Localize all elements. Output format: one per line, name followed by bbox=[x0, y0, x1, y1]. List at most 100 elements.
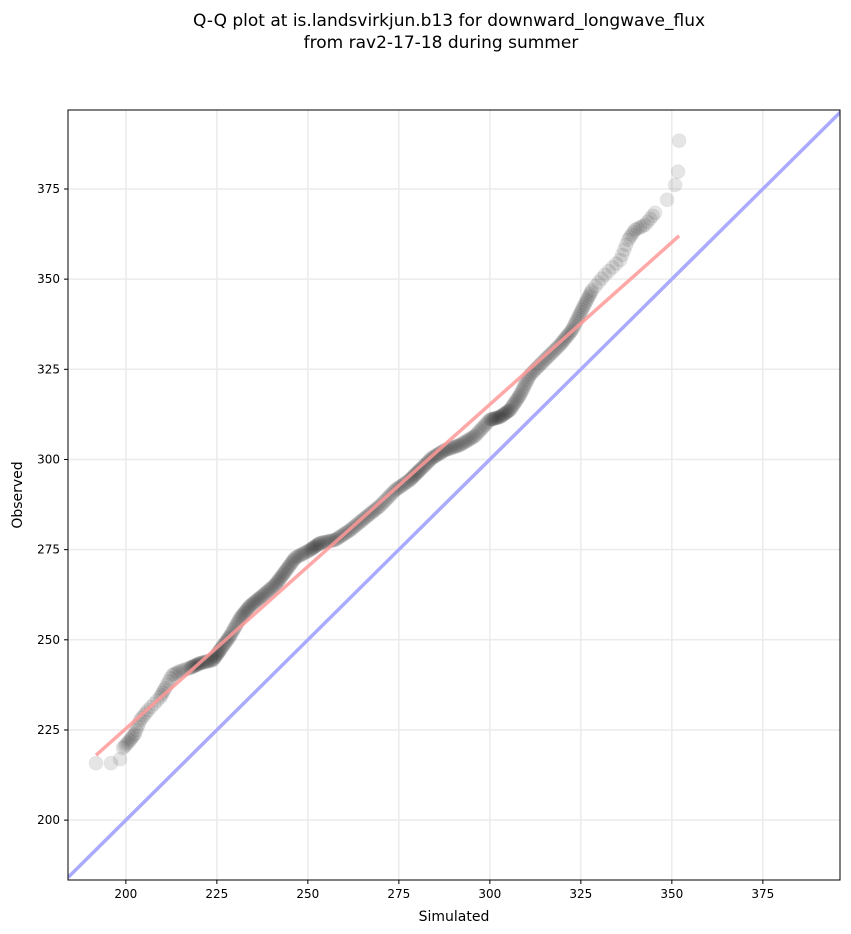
data-point bbox=[314, 535, 330, 551]
data-point bbox=[267, 577, 283, 593]
data-point bbox=[115, 740, 131, 756]
data-point bbox=[515, 380, 531, 396]
data-point bbox=[134, 710, 150, 726]
data-point bbox=[622, 229, 638, 245]
data-point bbox=[620, 232, 636, 248]
data-point bbox=[494, 407, 510, 423]
data-point bbox=[479, 415, 495, 431]
data-point bbox=[427, 448, 443, 464]
data-point bbox=[508, 394, 524, 410]
data-point bbox=[444, 440, 460, 456]
data-point bbox=[499, 404, 515, 420]
data-point bbox=[514, 383, 530, 399]
data-point bbox=[454, 436, 470, 452]
data-point bbox=[493, 408, 509, 424]
y-tick-label: 375 bbox=[37, 182, 60, 196]
data-point bbox=[369, 501, 385, 517]
data-point bbox=[594, 271, 610, 287]
data-point bbox=[241, 599, 257, 615]
data-point bbox=[462, 431, 478, 447]
data-point bbox=[587, 278, 603, 294]
data-point bbox=[264, 579, 280, 595]
data-point bbox=[308, 538, 324, 554]
data-point bbox=[608, 256, 624, 272]
data-point bbox=[671, 133, 687, 149]
data-point bbox=[614, 247, 630, 263]
data-point bbox=[183, 659, 199, 675]
data-point bbox=[455, 435, 471, 451]
data-point bbox=[297, 545, 313, 561]
data-point bbox=[254, 588, 270, 604]
data-point bbox=[416, 458, 432, 474]
data-point bbox=[124, 729, 140, 745]
data-point bbox=[217, 636, 233, 652]
data-point bbox=[413, 461, 429, 477]
data-point bbox=[304, 540, 320, 556]
data-point bbox=[168, 665, 184, 681]
data-point bbox=[572, 306, 588, 322]
data-point bbox=[136, 707, 152, 723]
data-point bbox=[253, 589, 269, 605]
data-point bbox=[312, 535, 328, 551]
data-point bbox=[605, 259, 621, 275]
data-point bbox=[647, 205, 663, 221]
data-point bbox=[266, 578, 282, 594]
data-point bbox=[639, 214, 655, 230]
data-point bbox=[261, 582, 277, 598]
data-point bbox=[582, 286, 598, 302]
data-point bbox=[155, 685, 171, 701]
data-point bbox=[659, 192, 675, 208]
data-point bbox=[634, 218, 650, 234]
data-point bbox=[616, 242, 632, 258]
data-point bbox=[275, 567, 291, 583]
data-point bbox=[488, 410, 504, 426]
data-point bbox=[428, 447, 444, 463]
data-point bbox=[612, 252, 628, 268]
data-point bbox=[511, 389, 527, 405]
data-point bbox=[285, 553, 301, 569]
data-point bbox=[395, 477, 411, 493]
data-point bbox=[311, 536, 327, 552]
data-point bbox=[581, 289, 597, 305]
data-point bbox=[642, 211, 658, 227]
chart-title-line-2: from rav2-17-18 during summer bbox=[304, 33, 579, 53]
data-point bbox=[495, 407, 511, 423]
data-point bbox=[271, 571, 287, 587]
data-point bbox=[278, 562, 294, 578]
x-tick-label: 375 bbox=[751, 887, 774, 901]
y-tick-label: 350 bbox=[37, 272, 60, 286]
data-point bbox=[445, 439, 461, 455]
y-tick-label: 250 bbox=[37, 633, 60, 647]
data-point bbox=[123, 731, 139, 747]
data-point bbox=[513, 385, 529, 401]
data-point bbox=[583, 284, 599, 300]
data-point bbox=[464, 430, 480, 446]
data-point bbox=[234, 607, 250, 623]
data-point bbox=[227, 620, 243, 636]
data-point bbox=[500, 404, 516, 420]
data-point bbox=[238, 603, 254, 619]
y-tick-label: 325 bbox=[37, 362, 60, 376]
data-point bbox=[263, 581, 279, 597]
data-point bbox=[303, 541, 319, 557]
data-point bbox=[496, 406, 512, 422]
data-point bbox=[287, 550, 303, 566]
data-point bbox=[467, 428, 483, 444]
data-point bbox=[247, 594, 263, 610]
data-point bbox=[483, 411, 499, 427]
data-point bbox=[281, 558, 297, 574]
data-point bbox=[294, 546, 310, 562]
data-point bbox=[459, 433, 475, 449]
data-point bbox=[117, 738, 133, 754]
data-point bbox=[480, 414, 496, 430]
data-point bbox=[625, 224, 641, 240]
data-point bbox=[667, 177, 683, 193]
data-point bbox=[450, 438, 466, 454]
data-point bbox=[126, 727, 142, 743]
x-tick-label: 200 bbox=[114, 887, 137, 901]
data-point bbox=[519, 374, 535, 390]
data-point bbox=[166, 666, 182, 682]
data-point bbox=[377, 493, 393, 509]
data-point bbox=[547, 342, 563, 358]
x-tick-label: 300 bbox=[478, 887, 501, 901]
